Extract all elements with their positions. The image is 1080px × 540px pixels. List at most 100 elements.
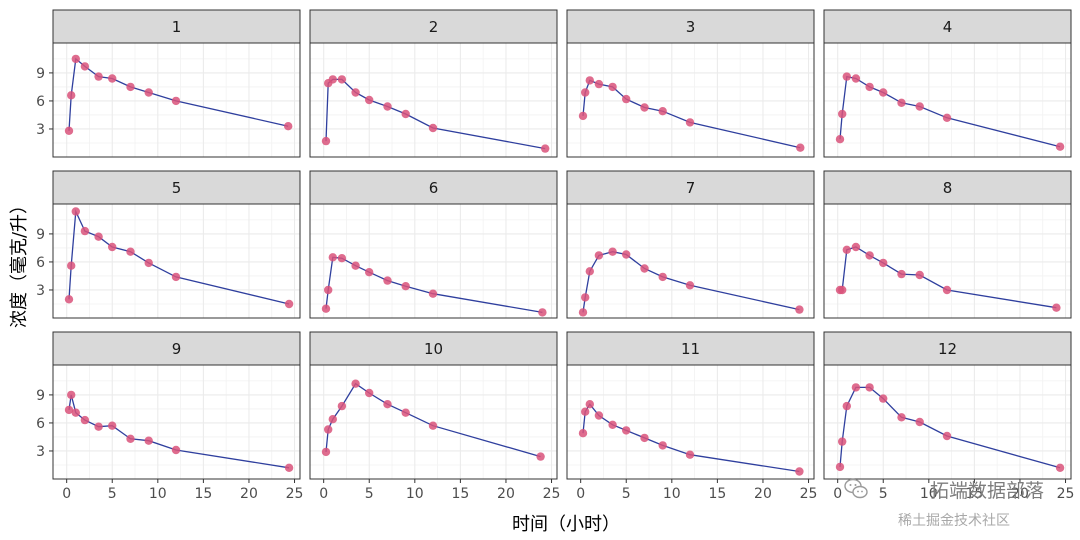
y-tick-label: 6 [36, 255, 45, 271]
data-point [608, 420, 617, 429]
facet-panel-7: 7 [566, 170, 815, 319]
data-point [842, 72, 851, 81]
data-point [897, 98, 906, 108]
facet-strip-label: 8 [943, 179, 953, 197]
data-point [915, 102, 924, 111]
plot-background [824, 43, 1071, 157]
y-tick-label: 9 [36, 227, 45, 243]
facet-strip-label: 9 [172, 340, 182, 358]
data-point [879, 258, 888, 268]
panel-border [309, 364, 558, 480]
series-line [325, 256, 543, 314]
data-point [796, 143, 805, 152]
facet-strip-label: 10 [424, 340, 443, 358]
x-tick-label: 0 [62, 486, 71, 502]
facet-strip [823, 9, 1072, 44]
y-tick-label: 3 [36, 283, 45, 299]
facet-panel-9: 9 3 6 9 [36, 331, 301, 480]
data-point [324, 285, 333, 295]
facet-strip-label: 3 [686, 18, 696, 36]
plot-background [310, 204, 557, 318]
watermark-community: 稀土掘金技术社区 [898, 513, 1010, 529]
plot-background [53, 204, 300, 318]
data-point [1055, 142, 1065, 151]
y-tick-label: 6 [36, 416, 45, 432]
x-tick-label: 25 [543, 486, 561, 502]
facet-strip [823, 170, 1072, 205]
facet-panel-10: 10 [309, 331, 558, 480]
x-tick-label: 5 [365, 486, 374, 502]
data-point [942, 113, 952, 123]
panel-border [823, 203, 1072, 319]
facet-strip [52, 170, 301, 205]
facet-strip [309, 170, 558, 205]
data-point [640, 433, 649, 443]
data-point [835, 462, 845, 472]
panels-group: 1 3 6 9 2 3 4 5 3 6 9 6 7 8 9 3 6 9 10 11 12 [36, 9, 1072, 480]
data-point [865, 251, 874, 260]
data-point [608, 247, 617, 256]
wechat-logo-icon [844, 478, 868, 499]
data-point [585, 267, 594, 276]
x-tick-label: 20 [240, 486, 258, 502]
panel-border [309, 203, 558, 319]
facet-strip-label: 11 [681, 340, 700, 358]
data-point [581, 293, 590, 302]
data-point [865, 383, 874, 392]
x-tick-label: 15 [965, 486, 983, 502]
data-point [838, 285, 847, 295]
data-point [536, 452, 545, 461]
data-point [585, 76, 594, 85]
data-point [324, 425, 333, 434]
facet-strip [309, 9, 558, 44]
data-point [942, 285, 952, 295]
panel-border [823, 42, 1072, 158]
series-line [839, 75, 1061, 148]
x-tick-label: 15 [194, 486, 212, 502]
data-point [328, 75, 337, 84]
data-point [879, 394, 888, 403]
data-point [351, 88, 360, 97]
data-point [126, 434, 135, 443]
plot-background [824, 365, 1071, 479]
facet-panel-11: 11 [566, 331, 815, 480]
data-point [622, 94, 631, 104]
data-point [685, 281, 695, 290]
facet-panel-1: 1 3 6 9 [36, 9, 301, 158]
data-point [428, 123, 438, 133]
panel-border [309, 42, 558, 158]
facet-strip-label: 2 [429, 18, 439, 36]
facet-strip-label: 12 [938, 340, 957, 358]
series-line [840, 246, 1057, 309]
data-point [879, 88, 888, 97]
data-point [337, 75, 347, 84]
facet-panel-6: 6 [309, 170, 558, 319]
facet-panel-2: 2 [309, 9, 558, 158]
x-tick-label: 5 [108, 486, 117, 502]
data-point [328, 253, 337, 262]
x-axis-ticks: 0 5 10 15 20 25 0 5 10 15 20 25 0 5 10 15 20 25 0 5 10 15 20 25 [62, 479, 1074, 502]
data-point [328, 415, 337, 424]
data-point [80, 415, 90, 425]
data-point [622, 250, 631, 259]
data-point [67, 261, 76, 270]
plot-background [824, 204, 1071, 318]
data-point [685, 450, 695, 459]
y-tick-label: 9 [36, 66, 45, 82]
data-point [897, 269, 906, 279]
data-point [351, 379, 360, 388]
panel-border [566, 42, 815, 158]
data-point [578, 308, 588, 317]
series-line [325, 382, 541, 458]
y-tick-label: 6 [36, 94, 45, 110]
series-line [68, 394, 290, 469]
x-tick-label: 25 [800, 486, 818, 502]
data-point [108, 242, 117, 252]
data-point [401, 408, 410, 417]
data-point [94, 422, 103, 431]
watermark-brand: 拓端数据部落 [929, 480, 1044, 502]
x-tick-label: 25 [1057, 486, 1075, 502]
x-tick-label: 5 [622, 486, 631, 502]
data-point [321, 304, 331, 313]
